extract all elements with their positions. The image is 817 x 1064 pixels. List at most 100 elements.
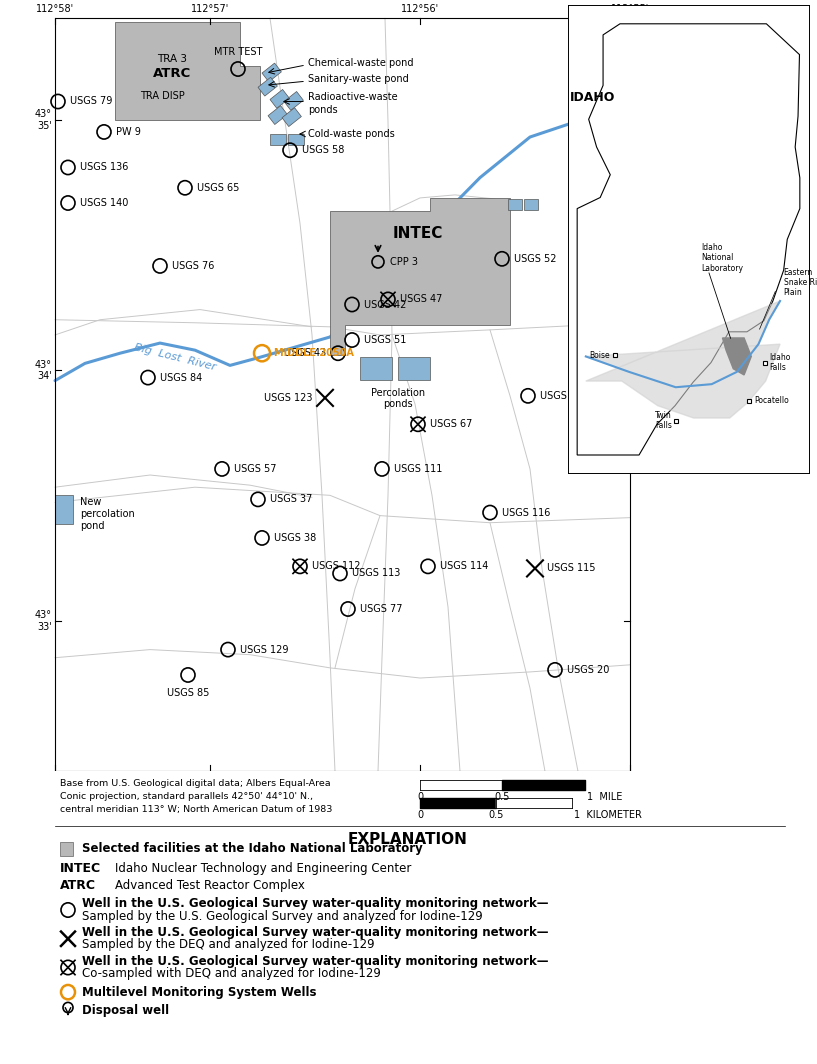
Text: TRA DISP: TRA DISP — [140, 92, 185, 101]
Text: USGS 38: USGS 38 — [274, 533, 316, 543]
Text: Percolation
ponds: Percolation ponds — [371, 387, 425, 410]
Text: USGS 79: USGS 79 — [70, 97, 113, 106]
Text: MIDDLE 2050A: MIDDLE 2050A — [274, 348, 354, 359]
Bar — [258, 78, 278, 96]
Bar — [524, 199, 538, 210]
Text: INTEC: INTEC — [393, 226, 443, 240]
Bar — [360, 358, 392, 380]
Bar — [55, 496, 73, 523]
Text: USGS 42: USGS 42 — [364, 299, 406, 310]
Text: Idaho
Falls: Idaho Falls — [770, 353, 791, 372]
Text: 43°
33': 43° 33' — [35, 611, 52, 632]
Text: ponds: ponds — [308, 104, 337, 115]
Bar — [60, 843, 73, 855]
Polygon shape — [330, 198, 510, 355]
Text: USGS 115: USGS 115 — [547, 564, 596, 573]
Text: Well in the U.S. Geological Survey water-quality monitoring network—: Well in the U.S. Geological Survey water… — [82, 926, 548, 940]
Text: Disposal well: Disposal well — [82, 1004, 169, 1017]
Text: USGS 43: USGS 43 — [283, 348, 326, 359]
Text: Well in the U.S. Geological Survey water-quality monitoring network—: Well in the U.S. Geological Survey water… — [82, 954, 548, 968]
Text: USGS 52: USGS 52 — [514, 254, 556, 264]
Text: Pocatello: Pocatello — [754, 396, 788, 405]
Text: Base from U.S. Geological digital data; Albers Equal-Area: Base from U.S. Geological digital data; … — [60, 779, 331, 787]
Text: IDAHO: IDAHO — [570, 92, 616, 104]
Text: 1  MILE: 1 MILE — [587, 792, 623, 802]
Text: Sampled by the DEQ and analyzed for Iodine-129: Sampled by the DEQ and analyzed for Iodi… — [82, 938, 375, 951]
Text: USGS 114: USGS 114 — [440, 562, 489, 571]
Text: USGS 77: USGS 77 — [360, 604, 403, 614]
Text: Sampled by the U.S. Geological Survey and analyzed for Iodine-129: Sampled by the U.S. Geological Survey an… — [82, 910, 483, 922]
Bar — [268, 105, 288, 124]
Text: 43°
34': 43° 34' — [35, 360, 52, 381]
Text: Idaho Nuclear Technology and Engineering Center: Idaho Nuclear Technology and Engineering… — [115, 863, 412, 876]
Text: Radioactive-waste: Radioactive-waste — [308, 93, 398, 102]
Text: 1  KILOMETER: 1 KILOMETER — [574, 811, 642, 820]
Text: EXPLANATION: EXPLANATION — [348, 832, 468, 847]
Text: Cold-waste ponds: Cold-waste ponds — [308, 129, 395, 139]
Text: Well in the U.S. Geological Survey water-quality monitoring network—: Well in the U.S. Geological Survey water… — [82, 897, 548, 911]
Text: CPP 3: CPP 3 — [390, 256, 418, 267]
Text: USGS 85: USGS 85 — [167, 688, 209, 698]
Text: Conic projection, standard parallels 42°50' 44°10' N.,: Conic projection, standard parallels 42°… — [60, 792, 313, 801]
Text: 0: 0 — [417, 792, 423, 802]
Text: USGS 51: USGS 51 — [364, 335, 406, 345]
Bar — [270, 134, 286, 145]
Text: Eastern
Snake River
Plain: Eastern Snake River Plain — [784, 268, 817, 298]
Text: USGS 37: USGS 37 — [270, 495, 312, 504]
Text: ATRC: ATRC — [153, 67, 191, 80]
Text: Multilevel Monitoring System Wells: Multilevel Monitoring System Wells — [82, 985, 316, 999]
Bar — [55, 18, 630, 771]
Text: 0: 0 — [417, 811, 423, 820]
Bar — [288, 134, 304, 145]
Text: USGS 129: USGS 129 — [240, 645, 288, 654]
Text: Co-sampled with DEQ and analyzed for Iodine-129: Co-sampled with DEQ and analyzed for Iod… — [82, 967, 381, 980]
Text: USGS 140: USGS 140 — [80, 198, 128, 207]
Text: USGS 67: USGS 67 — [430, 419, 472, 429]
Text: 0.5: 0.5 — [489, 811, 504, 820]
Text: 112°58': 112°58' — [36, 4, 74, 14]
Text: USGS 113: USGS 113 — [352, 568, 400, 579]
Text: USGS 65: USGS 65 — [197, 183, 239, 193]
Bar — [282, 107, 301, 127]
Text: 43°
35': 43° 35' — [35, 109, 52, 131]
Bar — [262, 63, 281, 82]
Text: ATRC: ATRC — [60, 879, 96, 892]
Text: 112°55': 112°55' — [611, 4, 650, 14]
Bar — [284, 92, 303, 111]
Text: Advanced Test Reactor Complex: Advanced Test Reactor Complex — [115, 879, 305, 892]
Bar — [398, 358, 430, 380]
Text: Idaho
National
Laboratory: Idaho National Laboratory — [701, 243, 743, 272]
Text: New
percolation
pond: New percolation pond — [80, 497, 135, 531]
Text: USGS 58: USGS 58 — [302, 145, 345, 155]
Bar — [508, 199, 522, 210]
Text: PW 9: PW 9 — [116, 127, 141, 137]
Text: Sanitary-waste pond: Sanitary-waste pond — [308, 74, 408, 84]
Text: USGS 136: USGS 136 — [80, 163, 128, 172]
Text: USGS 116: USGS 116 — [502, 508, 551, 517]
Text: Selected facilities at the Idaho National Laboratory: Selected facilities at the Idaho Nationa… — [82, 842, 422, 854]
Text: USGS 111: USGS 111 — [394, 464, 442, 473]
Bar — [270, 89, 289, 109]
Text: USGS 82: USGS 82 — [540, 390, 583, 401]
Text: INTEC: INTEC — [60, 863, 101, 876]
Text: Big  Lost  River: Big Lost River — [133, 343, 217, 372]
Text: 112°57': 112°57' — [191, 4, 229, 14]
Text: MTR TEST: MTR TEST — [214, 47, 262, 56]
Polygon shape — [586, 301, 780, 418]
Polygon shape — [722, 338, 752, 375]
Text: Chemical-waste pond: Chemical-waste pond — [308, 57, 413, 68]
Text: TRA 3: TRA 3 — [157, 54, 187, 64]
Text: USGS 20: USGS 20 — [567, 665, 609, 675]
Polygon shape — [577, 23, 800, 455]
Text: 0.5: 0.5 — [494, 792, 510, 802]
Text: central meridian 113° W; North American Datum of 1983: central meridian 113° W; North American … — [60, 805, 333, 814]
Text: USGS 84: USGS 84 — [160, 372, 203, 383]
Text: USGS 123: USGS 123 — [265, 393, 313, 403]
Text: USGS 76: USGS 76 — [172, 261, 214, 271]
Text: Twin
Falls: Twin Falls — [655, 411, 672, 430]
Text: USGS 112: USGS 112 — [312, 562, 360, 571]
Text: USGS 47: USGS 47 — [400, 295, 442, 304]
Text: USGS 57: USGS 57 — [234, 464, 276, 473]
Text: 112°56': 112°56' — [401, 4, 439, 14]
Text: Boise: Boise — [590, 351, 610, 360]
